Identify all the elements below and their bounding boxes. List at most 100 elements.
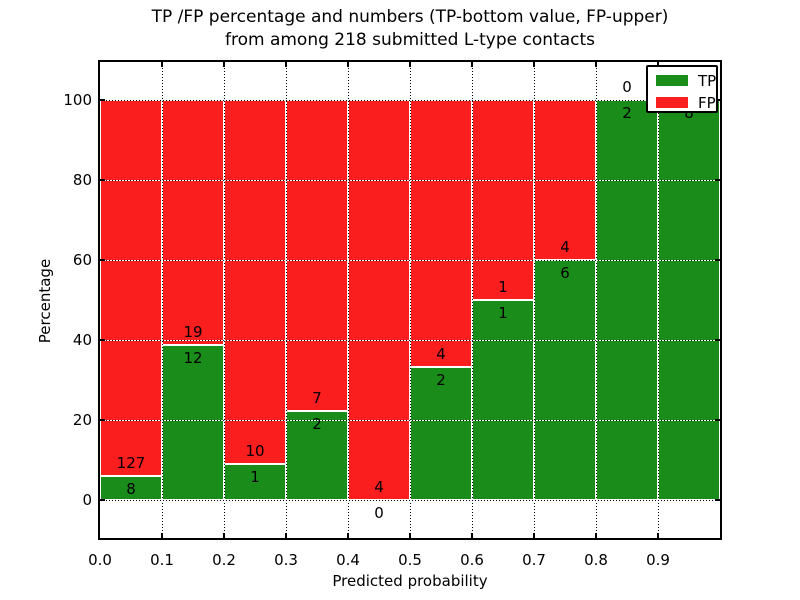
x-tick-label: 0.4 — [336, 551, 360, 569]
y-tick-mark — [715, 419, 720, 421]
horizontal-gridline — [100, 260, 720, 261]
bar-tp-segment — [162, 345, 224, 500]
fp-count-label: 4 — [560, 238, 570, 256]
fp-count-label: 0 — [622, 78, 632, 96]
y-tick-mark — [100, 499, 105, 501]
x-tick-label: 0.8 — [584, 551, 608, 569]
x-tick-mark — [533, 533, 535, 538]
x-tick-mark — [347, 533, 349, 538]
y-tick-label: 60 — [72, 251, 92, 269]
tp-count-label: 8 — [684, 104, 694, 122]
x-tick-mark — [595, 62, 597, 67]
x-tick-mark — [161, 62, 163, 67]
y-tick-mark — [100, 259, 105, 261]
legend-tp-label: TP — [698, 72, 717, 90]
x-tick-label: 0.9 — [646, 551, 670, 569]
tp-count-label: 6 — [560, 264, 570, 282]
x-tick-mark — [533, 62, 535, 67]
tp-count-label: 1 — [498, 304, 508, 322]
x-tick-label: 0.2 — [212, 551, 236, 569]
y-tick-label: 20 — [72, 411, 92, 429]
legend: TP FP — [646, 65, 718, 113]
x-tick-mark — [161, 533, 163, 538]
x-tick-mark — [223, 62, 225, 67]
bar-tp-segment — [410, 366, 472, 500]
y-tick-mark — [100, 339, 105, 341]
vertical-gridline — [347, 62, 349, 538]
y-tick-mark — [715, 179, 720, 181]
tp-count-label: 2 — [436, 370, 446, 389]
vertical-gridline — [471, 62, 473, 538]
y-tick-label: 100 — [63, 91, 92, 109]
plot-inner: 1278191210172404211460208 TP FP — [100, 62, 720, 538]
x-tick-mark — [595, 533, 597, 538]
x-tick-mark — [409, 62, 411, 67]
bar-fp-segment — [472, 100, 534, 300]
fp-count-label: 19 — [183, 323, 203, 342]
bar-fp-segment — [348, 100, 410, 500]
legend-fp-swatch-icon — [656, 97, 688, 108]
x-tick-mark — [223, 533, 225, 538]
legend-fp-label: FP — [698, 94, 716, 112]
horizontal-gridline — [100, 180, 720, 181]
bar-fp-segment — [410, 100, 472, 367]
bar-tp-segment — [658, 100, 720, 500]
vertical-gridline — [595, 62, 597, 538]
tp-count-label: 1 — [250, 467, 260, 486]
bar-fp-segment — [224, 100, 286, 464]
bar-tp-segment — [472, 300, 534, 500]
x-tick-mark — [347, 62, 349, 67]
fp-count-label: 10 — [245, 441, 265, 460]
bar-fp-segment — [286, 100, 348, 412]
fp-count-label: 127 — [116, 454, 146, 473]
chart-title-line-2: from among 218 submitted L-type contacts — [224, 30, 595, 50]
bar-tp-segment — [596, 100, 658, 500]
x-tick-mark — [285, 62, 287, 67]
y-tick-mark — [100, 419, 105, 421]
bar-tp-segment — [224, 463, 286, 500]
horizontal-gridline — [100, 100, 720, 101]
tp-count-label: 8 — [126, 480, 136, 499]
bar-tp-segment — [286, 411, 348, 500]
tp-count-label: 0 — [374, 504, 384, 522]
x-tick-mark — [657, 62, 659, 67]
vertical-gridline — [657, 62, 659, 538]
vertical-gridline — [223, 62, 225, 538]
x-tick-label: 0.0 — [88, 551, 112, 569]
y-tick-mark — [100, 179, 105, 181]
bar-fp-segment — [100, 100, 162, 477]
chart-title: TP /FP percentage and numbers (TP-bottom… — [98, 6, 722, 52]
x-tick-mark — [471, 62, 473, 67]
vertical-gridline — [409, 62, 411, 538]
bar-fp-segment — [162, 100, 224, 346]
y-tick-mark — [100, 99, 105, 101]
y-tick-mark — [715, 259, 720, 261]
x-tick-mark — [409, 533, 411, 538]
tp-count-label: 12 — [183, 349, 203, 368]
x-tick-label: 0.5 — [398, 551, 422, 569]
y-tick-label: 40 — [72, 331, 92, 349]
vertical-gridline — [285, 62, 287, 538]
y-tick-label: 0 — [82, 491, 92, 509]
x-tick-label: 0.6 — [460, 551, 484, 569]
vertical-gridline — [533, 62, 535, 538]
chart-title-line-1: TP /FP percentage and numbers (TP-bottom… — [151, 7, 669, 27]
y-tick-mark — [715, 499, 720, 501]
legend-tp-swatch-icon — [656, 75, 688, 86]
horizontal-gridline — [100, 420, 720, 421]
tp-count-label: 2 — [312, 415, 322, 434]
vertical-gridline — [161, 62, 163, 538]
x-tick-label: 0.7 — [522, 551, 546, 569]
bar-tp-segment — [534, 260, 596, 500]
fp-count-label: 1 — [498, 278, 508, 296]
horizontal-gridline — [100, 500, 720, 501]
plot-area: 1278191210172404211460208 TP FP — [98, 60, 722, 540]
tp-count-label: 2 — [622, 104, 632, 122]
x-tick-label: 0.3 — [274, 551, 298, 569]
y-tick-label: 80 — [72, 171, 92, 189]
y-tick-mark — [715, 339, 720, 341]
fp-count-label: 7 — [312, 389, 322, 408]
fp-count-label: 4 — [436, 344, 446, 363]
horizontal-gridline — [100, 340, 720, 341]
